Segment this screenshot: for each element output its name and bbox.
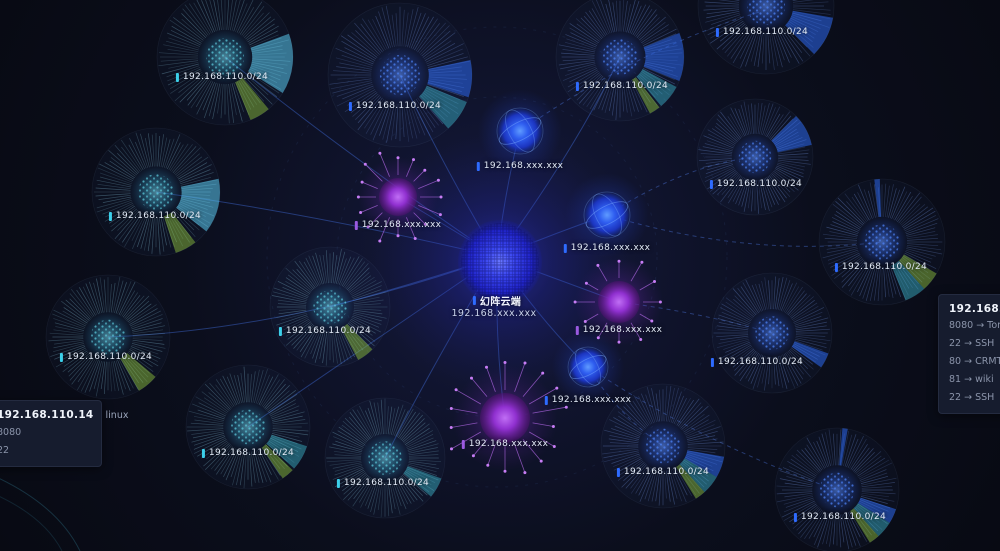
label-marker-icon bbox=[575, 81, 579, 91]
subnet-label[interactable]: 192.168.110.0/24 bbox=[201, 448, 295, 458]
port-mapping-row: 22 → SSH bbox=[949, 392, 995, 403]
subnet-cluster[interactable] bbox=[711, 272, 833, 394]
label-text: 192.168.110.0/24 bbox=[355, 101, 442, 111]
subnet-cluster[interactable] bbox=[696, 98, 814, 216]
label-text: 192.168.xxx.xxx bbox=[582, 325, 663, 335]
host-label[interactable]: 192.168.xxx.xxx bbox=[575, 325, 663, 335]
label-marker-icon bbox=[715, 27, 719, 37]
label-text: 192.168.110.0/24 bbox=[582, 81, 669, 91]
label-text: 192.168.110.0/24 bbox=[722, 27, 809, 37]
subnet-label[interactable]: 192.168.110.0/24 bbox=[715, 27, 809, 37]
label-text: 幻阵云端 bbox=[479, 297, 522, 308]
label-marker-icon bbox=[544, 395, 548, 405]
label-text: 192.168.110.0/24 bbox=[208, 448, 295, 458]
label-text: 192.168.110.0/24 bbox=[343, 478, 430, 488]
subnet-label[interactable]: 192.168.110.0/24 bbox=[108, 211, 202, 221]
label-marker-icon bbox=[616, 467, 620, 477]
host-label[interactable]: 192.168.xxx.xxx bbox=[544, 395, 632, 405]
label-marker-icon bbox=[461, 439, 465, 449]
subnet-label[interactable]: 192.168.110.0/24 bbox=[59, 352, 153, 362]
subnet-cluster[interactable] bbox=[91, 127, 221, 257]
port-row: 8080 bbox=[0, 427, 22, 438]
label-marker-icon bbox=[175, 72, 179, 82]
subnet-cluster[interactable] bbox=[45, 274, 171, 400]
host-ip: 192.168.110.14 bbox=[949, 303, 1000, 315]
label-marker-icon bbox=[278, 326, 282, 336]
subnet-label[interactable]: 192.168.110.0/24 bbox=[278, 326, 372, 336]
subnet-label[interactable]: 192.168.110.0/24 bbox=[336, 478, 430, 488]
label-marker-icon bbox=[336, 478, 340, 488]
subnet-cluster[interactable] bbox=[156, 0, 294, 126]
subnet-label[interactable]: 192.168.110.0/24 bbox=[710, 357, 804, 367]
blue-sphere-node[interactable] bbox=[478, 89, 562, 173]
label-text: 192.168.110.0/24 bbox=[182, 72, 269, 82]
label-text: 192.168.xxx.xxx bbox=[468, 439, 549, 449]
subnet-cluster[interactable] bbox=[818, 178, 946, 306]
label-marker-icon bbox=[834, 262, 838, 272]
label-marker-icon bbox=[563, 243, 567, 253]
label-text: 192.168.xxx.xxx bbox=[483, 161, 564, 171]
label-text: 192.168.xxx.xxx bbox=[361, 220, 442, 230]
label-text: 192.168.110.0/24 bbox=[800, 512, 887, 522]
subnet-cluster[interactable] bbox=[774, 427, 900, 551]
subnet-label[interactable]: 192.168.110.0/24 bbox=[709, 179, 803, 189]
host-tooltip-right: 192.168.110.14 8080 → Tomcat 22 → SSH 80 →… bbox=[938, 294, 1000, 414]
label-text: 192.168.110.0/24 bbox=[716, 179, 803, 189]
host-os: linux bbox=[105, 410, 129, 421]
blue-sphere-node[interactable] bbox=[551, 330, 625, 404]
subnet-label[interactable]: 192.168.110.0/24 bbox=[575, 81, 669, 91]
port-mapping-row: 81 → wiki bbox=[949, 374, 994, 385]
port-mapping-row: 80 → CRMTEST bbox=[949, 356, 1000, 367]
label-text: 192.168.110.0/24 bbox=[285, 326, 372, 336]
host-ip: 192.168.110.14 bbox=[0, 409, 94, 421]
subnet-label[interactable]: 192.168.110.0/24 bbox=[834, 262, 928, 272]
label-marker-icon bbox=[354, 220, 358, 230]
label-text: 192.168.110.0/24 bbox=[66, 352, 153, 362]
label-marker-icon bbox=[476, 161, 480, 171]
label-text: 192.168.xxx.xxx bbox=[551, 395, 632, 405]
subnet-cluster[interactable] bbox=[600, 383, 726, 509]
label-text: 192.168.110.0/24 bbox=[717, 357, 804, 367]
subnet-cluster[interactable] bbox=[185, 364, 311, 490]
host-label[interactable]: 192.168.xxx.xxx bbox=[563, 243, 651, 253]
label-marker-icon bbox=[201, 448, 205, 458]
purple-burst-node[interactable] bbox=[356, 151, 443, 243]
host-tooltip-left: 192.168.110.14 linux 8080 22 bbox=[0, 400, 128, 467]
label-text: 192.168.xxx.xxx bbox=[570, 243, 651, 253]
host-label[interactable]: 192.168.xxx.xxx bbox=[461, 439, 549, 449]
label-text: 192.168.110.0/24 bbox=[623, 467, 710, 477]
subnet-cluster[interactable] bbox=[269, 246, 391, 368]
center-node-label[interactable]: 幻阵云端 bbox=[472, 293, 522, 308]
label-marker-icon bbox=[348, 101, 352, 111]
blue-sphere-node[interactable] bbox=[565, 173, 649, 257]
purple-burst-node[interactable] bbox=[449, 361, 568, 475]
label-text: 192.168.110.0/24 bbox=[841, 262, 928, 272]
label-marker-icon bbox=[108, 211, 112, 221]
label-marker-icon bbox=[793, 512, 797, 522]
port-row: 22 bbox=[0, 445, 10, 456]
label-marker-icon bbox=[472, 296, 476, 305]
label-marker-icon bbox=[710, 357, 714, 367]
subnet-cluster[interactable] bbox=[327, 2, 473, 148]
label-text: 192.168.110.0/24 bbox=[115, 211, 202, 221]
subnet-cluster[interactable] bbox=[697, 0, 835, 75]
port-mapping-row: 8080 → Tomcat bbox=[949, 320, 1000, 331]
subnet-label[interactable]: 192.168.110.0/24 bbox=[348, 101, 442, 111]
label-marker-icon bbox=[59, 352, 63, 362]
port-mapping-row: 22 → SSH bbox=[949, 338, 995, 349]
subnet-label[interactable]: 192.168.110.0/24 bbox=[616, 467, 710, 477]
host-label[interactable]: 192.168.xxx.xxx bbox=[354, 220, 442, 230]
purple-burst-node[interactable] bbox=[573, 257, 664, 347]
subnet-label[interactable]: 192.168.110.0/24 bbox=[793, 512, 887, 522]
subnet-label[interactable]: 192.168.110.0/24 bbox=[175, 72, 269, 82]
subnet-cluster[interactable] bbox=[555, 0, 685, 122]
label-marker-icon bbox=[709, 179, 713, 189]
host-label[interactable]: 192.168.xxx.xxx bbox=[476, 161, 564, 171]
label-marker-icon bbox=[575, 325, 579, 335]
subnet-cluster[interactable] bbox=[324, 397, 446, 519]
